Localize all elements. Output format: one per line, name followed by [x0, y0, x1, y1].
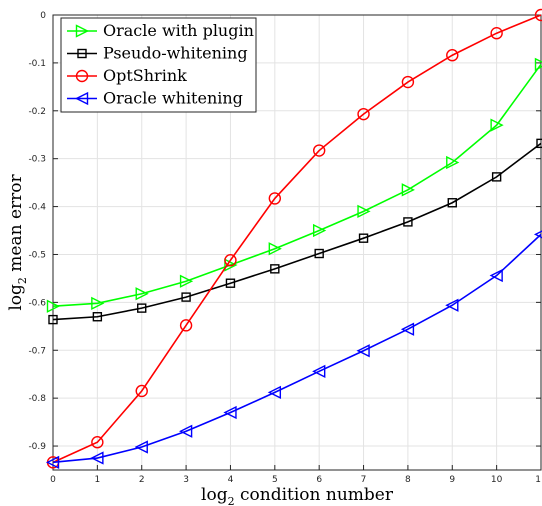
- data-point: [312, 364, 326, 378]
- data-point: [135, 287, 149, 301]
- series-line: [52, 142, 542, 321]
- series-3: [45, 230, 542, 469]
- data-point: [268, 242, 282, 256]
- data-point: [356, 344, 370, 358]
- data-point: [357, 107, 370, 121]
- legend-label: Oracle with plugin: [103, 21, 254, 40]
- legend-box: [60, 17, 257, 113]
- data-point: [134, 440, 148, 454]
- data-point: [536, 138, 542, 149]
- legend-label: Pseudo-whitening: [103, 44, 248, 63]
- data-point: [357, 204, 371, 219]
- data-point: [46, 299, 61, 313]
- data-point: [224, 258, 238, 272]
- data-point: [267, 385, 282, 400]
- data-point: [90, 451, 104, 465]
- data-point: [179, 274, 194, 288]
- y-tick-label: -0.4: [28, 203, 46, 213]
- x-axis-label: log2 condition number: [201, 485, 394, 506]
- data-point: [401, 75, 415, 89]
- legend: Oracle with plugin Pseudo-whitening OptShr…: [60, 17, 257, 113]
- series-2: [46, 8, 542, 469]
- y-tick-label: -0.9: [28, 442, 46, 452]
- y-tick-label: -0.3: [28, 155, 46, 165]
- series-group: [45, 8, 542, 469]
- y-tick-label: -0.2: [28, 107, 46, 117]
- y-tick-label: -0.5: [28, 250, 46, 260]
- data-point: [446, 155, 460, 170]
- data-point: [400, 322, 415, 336]
- data-point: [91, 436, 104, 449]
- data-point: [401, 183, 415, 197]
- data-point: [135, 384, 148, 398]
- data-point: [270, 264, 280, 274]
- y-tick-label: -0.7: [28, 346, 46, 356]
- x-tick-label: 9: [449, 475, 455, 485]
- series-line: [52, 14, 542, 464]
- data-point: [312, 223, 327, 238]
- y-tick-label: -0.6: [28, 298, 46, 308]
- y-tick-label: -0.1: [28, 59, 46, 69]
- data-point: [48, 314, 58, 325]
- legend-marker: [74, 91, 89, 106]
- legend-marker: [75, 69, 89, 83]
- data-point: [92, 312, 103, 322]
- legend-label: Oracle whitening: [103, 89, 243, 108]
- data-point: [358, 233, 369, 243]
- data-point: [445, 298, 459, 312]
- legend-label: OptShrink: [103, 66, 187, 85]
- data-point: [447, 198, 457, 208]
- x-tick-label: 6: [316, 475, 322, 485]
- x-tick-label: 8: [405, 475, 411, 485]
- legend-marker: [75, 24, 90, 38]
- x-tick-label: 4: [228, 475, 234, 485]
- data-point: [137, 303, 147, 313]
- data-point: [224, 254, 237, 267]
- series-line: [52, 233, 542, 464]
- x-tick-label: 11: [535, 475, 542, 485]
- data-point: [225, 278, 236, 288]
- x-tick-label: 7: [361, 475, 367, 485]
- data-point: [490, 27, 503, 40]
- data-point: [268, 192, 282, 205]
- data-point: [45, 455, 60, 469]
- data-point: [489, 268, 503, 283]
- y-axis-label: log2 mean error: [6, 173, 29, 310]
- x-tick-label: 2: [139, 475, 145, 485]
- data-point: [446, 49, 459, 62]
- data-point: [533, 230, 542, 239]
- data-point: [91, 296, 105, 310]
- x-tick-label: 3: [183, 475, 189, 485]
- x-tick-label: 10: [491, 475, 503, 485]
- x-tick-label: 1: [94, 475, 100, 485]
- y-tick-label: 0: [40, 11, 46, 21]
- series-0: [46, 57, 542, 313]
- y-tick-label: -0.8: [28, 394, 46, 404]
- data-point: [490, 118, 504, 132]
- x-tick-label: 5: [272, 475, 278, 485]
- data-point: [491, 172, 502, 182]
- series-1: [48, 138, 542, 325]
- legend-marker: [77, 48, 87, 59]
- plot-frame: [52, 14, 542, 471]
- data-point: [181, 292, 191, 302]
- data-point: [534, 57, 542, 71]
- x-tick-label: 0: [50, 475, 56, 485]
- data-point: [223, 405, 237, 420]
- data-point: [179, 424, 193, 438]
- axis-ticks: 0 1 2 3 4 5 6 7 8 9 10 11 0 -0.1 -0.2 -0.3 -0.4 -0.5 -0.6 -…: [28, 11, 542, 485]
- data-point: [314, 248, 324, 259]
- data-point: [312, 144, 326, 157]
- data-point: [403, 217, 413, 227]
- data-point: [534, 8, 542, 22]
- data-point: [179, 319, 193, 332]
- series-line: [52, 63, 542, 307]
